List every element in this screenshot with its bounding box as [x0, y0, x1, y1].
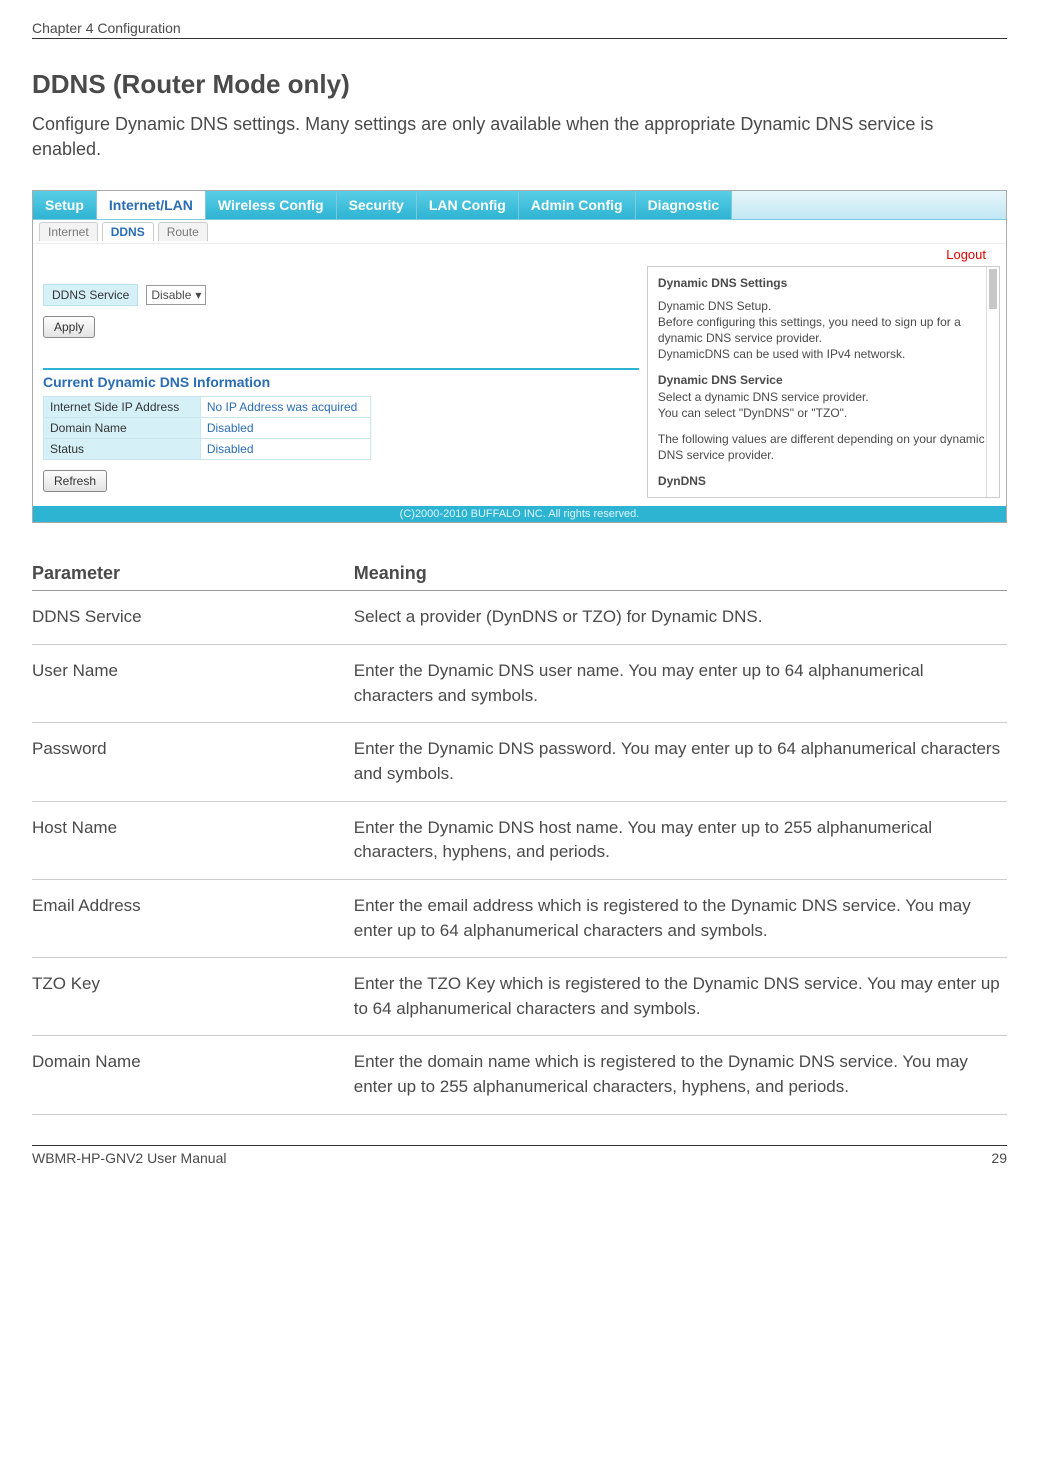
tab-diagnostic[interactable]: Diagnostic — [636, 191, 733, 219]
param-meaning: Select a provider (DynDNS or TZO) for Dy… — [354, 605, 1007, 630]
param-meaning: Enter the domain name which is registere… — [354, 1050, 1007, 1099]
ddns-service-value: Disable — [151, 288, 191, 302]
main-tabs: SetupInternet/LANWireless ConfigSecurity… — [33, 191, 1006, 220]
table-row: DDNS ServiceSelect a provider (DynDNS or… — [32, 591, 1007, 645]
page-number: 29 — [991, 1150, 1007, 1166]
help-heading-settings: Dynamic DNS Settings — [658, 276, 787, 290]
logout-row: Logout — [33, 244, 1006, 266]
info-key: Status — [44, 439, 201, 460]
help-heading-dyndns: DynDNS — [658, 474, 706, 488]
param-name: User Name — [32, 659, 354, 708]
param-name: Domain Name — [32, 1050, 354, 1099]
chevron-down-icon: ▾ — [195, 288, 201, 302]
table-row: User NameEnter the Dynamic DNS user name… — [32, 645, 1007, 723]
tab-wireless-config[interactable]: Wireless Config — [206, 191, 337, 219]
ddns-service-label: DDNS Service — [43, 284, 138, 306]
param-name: Host Name — [32, 816, 354, 865]
table-row: PasswordEnter the Dynamic DNS password. … — [32, 723, 1007, 801]
copyright-bar: (C)2000-2010 BUFFALO INC. All rights res… — [33, 506, 1006, 522]
info-value: Disabled — [200, 418, 370, 439]
param-name: Password — [32, 737, 354, 786]
help-text-2: Select a dynamic DNS service provider.Yo… — [658, 389, 989, 421]
param-name: DDNS Service — [32, 605, 354, 630]
tab-security[interactable]: Security — [337, 191, 417, 219]
help-text-1: Dynamic DNS Setup.Before configuring thi… — [658, 298, 989, 363]
table-row: Email AddressEnter the email address whi… — [32, 880, 1007, 958]
sub-tabs: InternetDDNSRoute — [33, 220, 1006, 244]
apply-button[interactable]: Apply — [43, 316, 95, 338]
manual-name: WBMR-HP-GNV2 User Manual — [32, 1150, 226, 1166]
param-meaning: Enter the Dynamic DNS user name. You may… — [354, 659, 1007, 708]
subtab-ddns[interactable]: DDNS — [102, 222, 154, 241]
param-meaning: Enter the TZO Key which is registered to… — [354, 972, 1007, 1021]
col-parameter: Parameter — [32, 563, 354, 584]
ddns-service-select[interactable]: Disable ▾ — [146, 285, 206, 305]
info-key: Domain Name — [44, 418, 201, 439]
param-meaning: Enter the Dynamic DNS password. You may … — [354, 737, 1007, 786]
info-value: No IP Address was acquired — [200, 397, 370, 418]
table-row: StatusDisabled — [44, 439, 371, 460]
param-table-header: Parameter Meaning — [32, 551, 1007, 591]
table-row: Internet Side IP AddressNo IP Address wa… — [44, 397, 371, 418]
logout-link[interactable]: Logout — [946, 247, 986, 262]
screenshot-left-panel: DDNS Service Disable ▾ Apply Current Dyn… — [43, 266, 639, 498]
param-meaning: Enter the email address which is registe… — [354, 894, 1007, 943]
page-header: Chapter 4 Configuration — [32, 20, 1007, 39]
subtab-route[interactable]: Route — [158, 222, 208, 241]
help-heading-service: Dynamic DNS Service — [658, 373, 783, 387]
current-ddns-heading: Current Dynamic DNS Information — [43, 368, 639, 390]
screenshot-help-panel: Dynamic DNS Settings Dynamic DNS Setup.B… — [647, 266, 1000, 498]
info-value: Disabled — [200, 439, 370, 460]
param-name: Email Address — [32, 894, 354, 943]
ddns-info-table: Internet Side IP AddressNo IP Address wa… — [43, 396, 371, 460]
tab-admin-config[interactable]: Admin Config — [519, 191, 636, 219]
subtab-internet[interactable]: Internet — [39, 222, 98, 241]
col-meaning: Meaning — [354, 563, 427, 584]
param-name: TZO Key — [32, 972, 354, 1021]
param-meaning: Enter the Dynamic DNS host name. You may… — [354, 816, 1007, 865]
tab-internet-lan[interactable]: Internet/LAN — [97, 191, 206, 219]
section-intro: Configure Dynamic DNS settings. Many set… — [32, 112, 1007, 162]
page-footer: WBMR-HP-GNV2 User Manual 29 — [32, 1145, 1007, 1166]
table-row: Domain NameEnter the domain name which i… — [32, 1036, 1007, 1114]
tab-setup[interactable]: Setup — [33, 191, 97, 219]
section-title: DDNS (Router Mode only) — [32, 69, 1007, 100]
help-text-3: The following values are different depen… — [658, 431, 989, 463]
tab-lan-config[interactable]: LAN Config — [417, 191, 519, 219]
table-row: Domain NameDisabled — [44, 418, 371, 439]
table-row: Host NameEnter the Dynamic DNS host name… — [32, 802, 1007, 880]
router-screenshot: SetupInternet/LANWireless ConfigSecurity… — [32, 190, 1007, 523]
info-key: Internet Side IP Address — [44, 397, 201, 418]
refresh-button[interactable]: Refresh — [43, 470, 107, 492]
chapter-label: Chapter 4 Configuration — [32, 20, 181, 36]
table-row: TZO KeyEnter the TZO Key which is regist… — [32, 958, 1007, 1036]
